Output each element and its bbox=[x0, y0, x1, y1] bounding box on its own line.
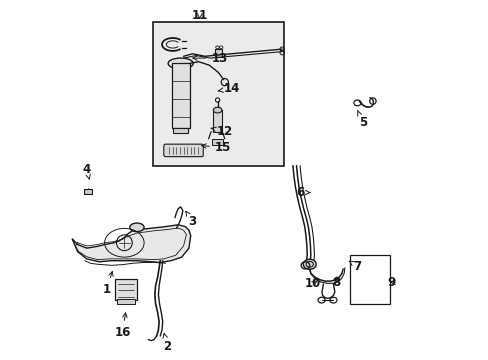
FancyBboxPatch shape bbox=[163, 144, 203, 157]
Polygon shape bbox=[72, 225, 190, 262]
Text: 10: 10 bbox=[304, 278, 320, 291]
Ellipse shape bbox=[129, 223, 144, 231]
Ellipse shape bbox=[213, 107, 222, 113]
Bar bbox=[213, 110, 222, 132]
Text: 3: 3 bbox=[185, 211, 196, 228]
Bar bbox=[212, 139, 223, 145]
Bar bbox=[173, 128, 187, 134]
Bar bbox=[214, 49, 222, 57]
Text: 14: 14 bbox=[218, 82, 240, 95]
Text: 15: 15 bbox=[202, 141, 231, 154]
Bar bbox=[117, 300, 135, 304]
Bar bbox=[349, 255, 389, 304]
Bar bbox=[171, 63, 189, 128]
Text: 12: 12 bbox=[211, 125, 232, 138]
Text: 11: 11 bbox=[191, 9, 207, 22]
Text: 2: 2 bbox=[163, 333, 171, 353]
Text: 8: 8 bbox=[331, 276, 339, 289]
Text: 13: 13 bbox=[192, 51, 227, 64]
Ellipse shape bbox=[303, 259, 316, 269]
Bar bbox=[115, 279, 137, 300]
Text: 9: 9 bbox=[386, 276, 395, 289]
Text: 16: 16 bbox=[114, 313, 130, 339]
Text: 4: 4 bbox=[82, 163, 91, 179]
Text: 7: 7 bbox=[349, 260, 361, 273]
Text: 5: 5 bbox=[357, 111, 366, 129]
Bar bbox=[153, 22, 284, 166]
Ellipse shape bbox=[168, 58, 193, 69]
Bar bbox=[83, 189, 92, 194]
Text: 6: 6 bbox=[295, 186, 309, 199]
Text: 1: 1 bbox=[102, 271, 113, 296]
